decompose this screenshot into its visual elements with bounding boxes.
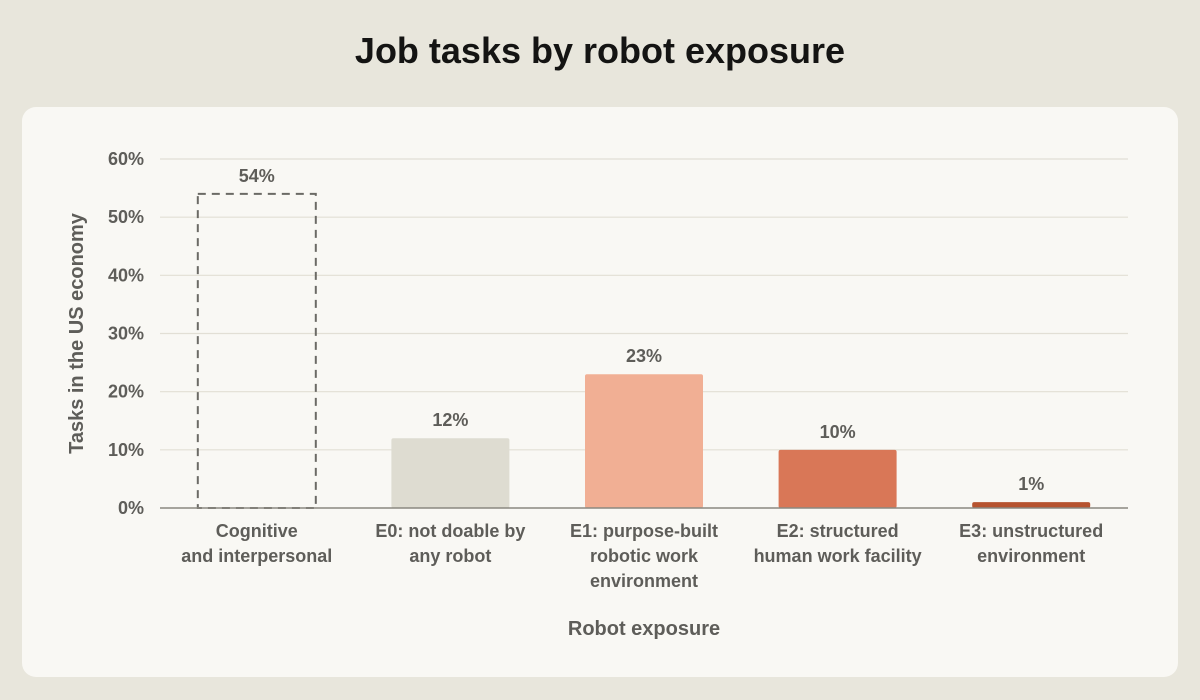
x-category-labels: Cognitive and interpersonal E0: not doable…: [181, 521, 1103, 591]
value-label: 23%: [626, 346, 662, 366]
gridlines: [160, 158, 1128, 451]
x-category-label: E3: unstructured environment: [959, 521, 1103, 566]
y-tick-label: 50%: [108, 207, 144, 227]
bar: [778, 449, 897, 508]
bar: [391, 438, 510, 508]
y-tick-labels: 0% 10% 20% 30% 40% 50% 60%: [108, 149, 144, 518]
value-labels: 54% 12% 23% 10% 1%: [239, 166, 1044, 494]
x-axis-label: Robot exposure: [568, 618, 720, 640]
bars: [196, 192, 1091, 510]
value-label: 1%: [1018, 474, 1044, 494]
x-category-label: E2: structured human work facility: [754, 521, 922, 566]
bar: [196, 192, 317, 510]
x-category-label: E1: purpose-built robotic work environment: [570, 521, 718, 591]
x-category-label: E0: not doable by any robot: [375, 521, 525, 566]
y-tick-label: 0%: [118, 498, 144, 518]
y-tick-label: 60%: [108, 149, 144, 169]
chart-title: Job tasks by robot exposure: [354, 30, 846, 71]
y-tick-label: 20%: [108, 382, 144, 402]
y-axis-label: Tasks in the US economy: [66, 212, 88, 454]
x-category-label: Cognitive and interpersonal: [181, 521, 332, 566]
value-label: 10%: [820, 422, 856, 442]
value-label: 54%: [239, 166, 275, 186]
bar-chart: 0% 10% 20% 30% 40% 50% 60% 54% 12% 23% 10% 1% Cogn…: [66, 149, 1128, 640]
y-tick-label: 30%: [108, 324, 144, 344]
bar: [585, 374, 703, 508]
y-tick-label: 10%: [108, 440, 144, 460]
y-tick-label: 40%: [108, 265, 144, 285]
bar: [972, 502, 1091, 508]
value-label: 12%: [432, 410, 468, 430]
chart-card: 0% 10% 20% 30% 40% 50% 60% 54% 12% 23% 10% 1% Cogn…: [22, 107, 1178, 677]
